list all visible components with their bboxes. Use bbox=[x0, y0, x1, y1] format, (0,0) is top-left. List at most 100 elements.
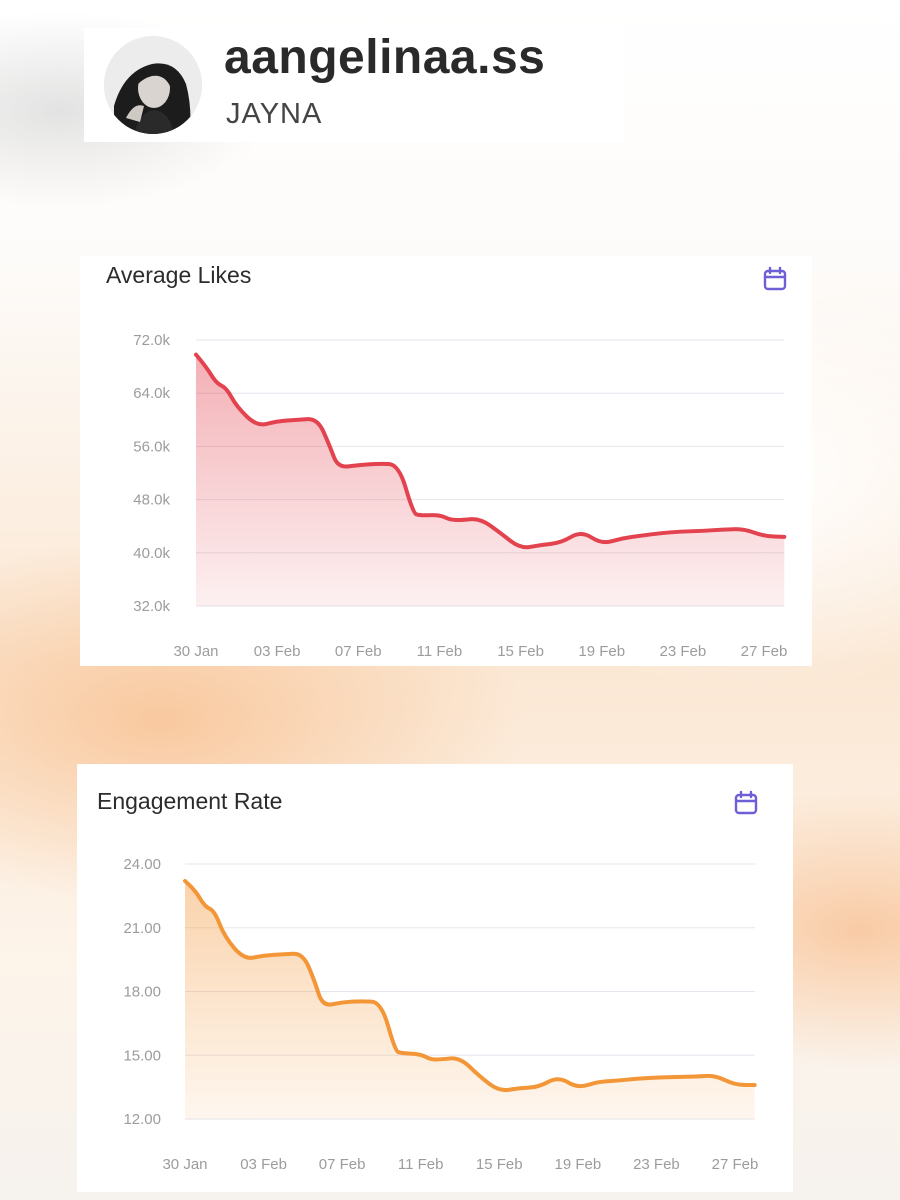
engagement-data-point bbox=[193, 888, 197, 892]
likes-data-point bbox=[661, 531, 665, 535]
engagement-x-tick-label: 23 Feb bbox=[633, 1156, 680, 1173]
likes-data-point bbox=[448, 518, 452, 522]
engagement-y-tick-label: 18.00 bbox=[123, 984, 161, 1001]
likes-data-point bbox=[255, 424, 259, 428]
likes-data-point bbox=[275, 419, 279, 423]
engagement-data-point bbox=[753, 1083, 757, 1087]
engagement-data-point bbox=[497, 1089, 501, 1093]
engagement-data-point bbox=[222, 934, 226, 938]
engagement-area-fill bbox=[185, 881, 755, 1119]
engagement-x-tick-label: 27 Feb bbox=[712, 1156, 759, 1173]
engagement-data-point bbox=[393, 1049, 397, 1053]
engagement-series-line bbox=[183, 879, 757, 1093]
likes-data-point bbox=[478, 516, 482, 520]
likes-y-tick-label: 64.0k bbox=[133, 385, 170, 402]
likes-data-point bbox=[782, 535, 786, 539]
likes-data-point bbox=[194, 353, 198, 357]
likes-y-tick-label: 72.0k bbox=[133, 332, 170, 349]
likes-data-point bbox=[742, 527, 746, 531]
engagement-x-tick-label: 03 Feb bbox=[240, 1156, 287, 1173]
likes-data-point bbox=[620, 536, 624, 540]
engagement-data-point bbox=[596, 1080, 600, 1084]
likes-data-point bbox=[579, 529, 583, 533]
engagement-data-point bbox=[360, 999, 364, 1003]
likes-x-tick-label: 11 Feb bbox=[417, 643, 463, 660]
likes-data-point bbox=[640, 534, 644, 538]
engagement-x-tick-label: 07 Feb bbox=[319, 1156, 366, 1173]
engagement-y-tick-label: 12.00 bbox=[123, 1111, 161, 1128]
likes-data-point bbox=[356, 463, 360, 467]
engagement-rate-title: Engagement Rate bbox=[97, 788, 283, 814]
avatar[interactable] bbox=[104, 36, 202, 134]
likes-series-line bbox=[194, 352, 787, 550]
engagement-data-point bbox=[615, 1079, 619, 1083]
engagement-y-tick-label: 24.00 bbox=[123, 856, 161, 873]
engagement-data-point bbox=[313, 979, 317, 983]
engagement-y-tick-label: 21.00 bbox=[123, 920, 161, 937]
likes-x-tick-label: 03 Feb bbox=[254, 643, 301, 660]
average-likes-title: Average Likes bbox=[106, 262, 252, 288]
engagement-x-tick-label: 11 Feb bbox=[398, 1156, 444, 1173]
likes-data-point bbox=[214, 381, 218, 385]
engagement-x-tick-label: 30 Jan bbox=[162, 1156, 207, 1173]
calendar-icon bbox=[734, 790, 758, 815]
avatar-portrait-icon bbox=[104, 36, 202, 134]
likes-data-point bbox=[336, 466, 340, 470]
engagement-data-point bbox=[635, 1077, 639, 1081]
engagement-rate-chart: 24.00 21.00 18.00 15.00 12.00 30 Jan 03 Feb 07 … bbox=[123, 856, 759, 1173]
likes-y-tick-label: 32.0k bbox=[133, 598, 170, 615]
engagement-data-point bbox=[281, 952, 285, 956]
likes-data-point bbox=[559, 541, 563, 545]
engagement-data-point bbox=[262, 953, 266, 957]
engagement-x-tick-label: 19 Feb bbox=[555, 1156, 602, 1173]
likes-data-point bbox=[458, 518, 462, 522]
likes-data-point bbox=[316, 416, 320, 420]
calendar-icon bbox=[763, 266, 787, 291]
engagement-data-point bbox=[576, 1086, 580, 1090]
likes-x-tick-label: 30 Jan bbox=[173, 643, 218, 660]
likes-x-tick-label: 15 Feb bbox=[497, 643, 544, 660]
engagement-data-point bbox=[321, 1004, 325, 1008]
average-likes-card: Average Likes 72.0k 64.0k 56.0k 48.0k 40.0k 3… bbox=[80, 256, 812, 666]
engagement-data-point bbox=[183, 879, 187, 883]
engagement-data-point bbox=[301, 951, 305, 955]
likes-data-point bbox=[204, 365, 208, 369]
likes-data-point bbox=[397, 462, 401, 466]
likes-area-fill bbox=[196, 354, 785, 606]
likes-data-point bbox=[762, 534, 766, 538]
profile-username: aangelinaa.ss bbox=[224, 31, 546, 84]
likes-data-point bbox=[519, 547, 523, 551]
average-likes-calendar-button[interactable] bbox=[762, 266, 788, 292]
likes-x-tick-label: 23 Feb bbox=[660, 643, 707, 660]
profile-display-name: JAYNA bbox=[226, 98, 323, 130]
likes-data-point bbox=[224, 386, 228, 390]
engagement-data-point bbox=[694, 1075, 698, 1079]
engagement-data-point bbox=[713, 1073, 717, 1077]
engagement-data-point bbox=[438, 1058, 442, 1062]
engagement-data-point bbox=[379, 1000, 383, 1004]
likes-x-tick-label: 07 Feb bbox=[335, 643, 382, 660]
likes-y-tick-label: 48.0k bbox=[133, 492, 170, 509]
likes-data-point bbox=[377, 462, 381, 466]
engagement-data-point bbox=[399, 1051, 403, 1055]
engagement-data-point bbox=[537, 1085, 541, 1089]
engagement-data-point bbox=[212, 909, 216, 913]
engagement-data-point bbox=[517, 1086, 521, 1090]
likes-data-point bbox=[539, 543, 543, 547]
average-likes-chart: 72.0k 64.0k 56.0k 48.0k 40.0k 32.0k 30 Jan 03 F… bbox=[133, 332, 788, 660]
likes-data-point bbox=[681, 530, 685, 534]
engagement-data-point bbox=[419, 1052, 423, 1056]
engagement-data-point bbox=[674, 1075, 678, 1079]
engagement-rate-calendar-button[interactable] bbox=[733, 790, 759, 816]
profile-header: aangelinaa.ss JAYNA bbox=[84, 28, 624, 142]
likes-y-tick-label: 56.0k bbox=[133, 438, 170, 455]
likes-data-point bbox=[701, 529, 705, 533]
likes-data-point bbox=[417, 514, 421, 518]
likes-data-point bbox=[721, 528, 725, 532]
engagement-data-point bbox=[340, 1000, 344, 1004]
likes-data-point bbox=[498, 531, 502, 535]
likes-data-point bbox=[411, 511, 415, 515]
likes-x-tick-label: 27 Feb bbox=[741, 643, 788, 660]
engagement-data-point bbox=[654, 1076, 658, 1080]
engagement-data-point bbox=[429, 1058, 433, 1062]
